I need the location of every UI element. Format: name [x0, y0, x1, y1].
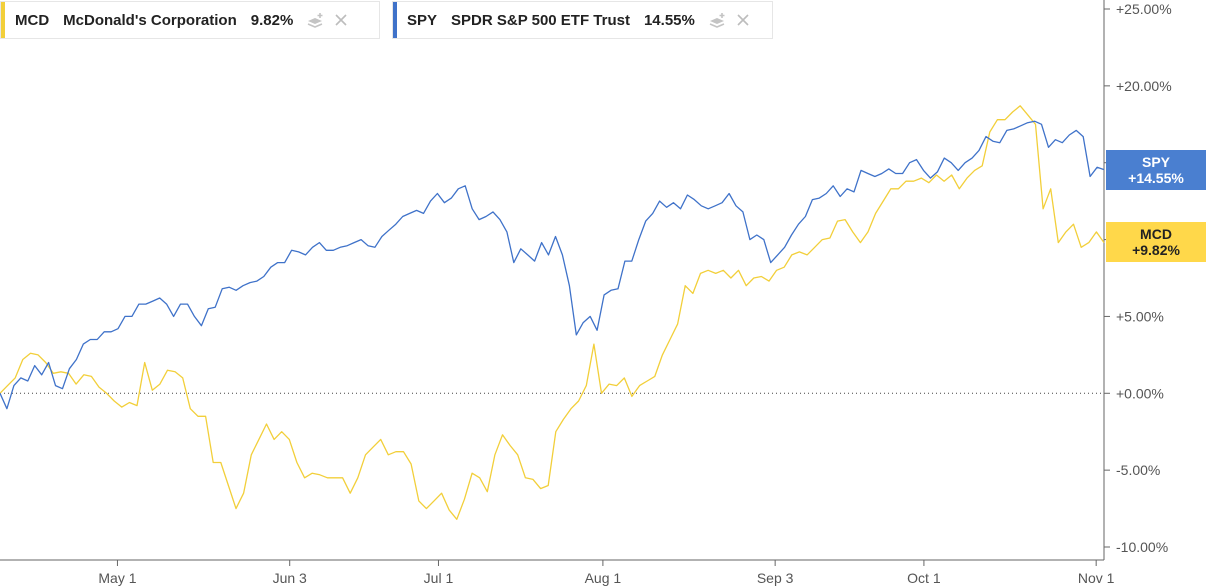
legend-chip-spy[interactable]: SPY SPDR S&P 500 ETF Trust 14.55% [392, 1, 773, 39]
mcd-color-stripe [1, 2, 5, 38]
spy-color-stripe [393, 2, 397, 38]
x-tick-label: Aug 1 [585, 570, 622, 586]
x-axis-ticks: May 1 Jun 3 Jul 1 Aug 1 Sep 3 Oct 1 Nov 1 [98, 560, 1115, 586]
y-tick-label: -5.00% [1116, 462, 1160, 478]
y-tick-label: -10.00% [1116, 539, 1168, 555]
spy-end-ticker: SPY [1141, 154, 1170, 170]
spy-name: SPDR S&P 500 ETF Trust [451, 11, 630, 29]
x-tick-label: Nov 1 [1078, 570, 1115, 586]
y-tick-label: +25.00% [1116, 1, 1172, 17]
y-tick-label: +20.00% [1116, 78, 1172, 94]
x-tick-label: Jul 1 [424, 570, 454, 586]
spy-ticker: SPY [407, 11, 438, 29]
mcd-end-label: MCD +9.82% [1106, 222, 1206, 262]
legend-chip-mcd[interactable]: MCD McDonald's Corporation 9.82% [0, 1, 380, 39]
spy-change: 14.55% [643, 11, 695, 29]
add-layer-icon[interactable] [307, 12, 325, 28]
mcd-ticker: MCD [15, 11, 50, 29]
mcd-end-ticker: MCD [1140, 226, 1172, 242]
x-tick-label: May 1 [98, 570, 136, 586]
mcd-name: McDonald's Corporation [63, 11, 237, 29]
series-line-mcd [0, 105, 1105, 520]
series-lines [0, 105, 1105, 520]
mcd-change: 9.82% [250, 11, 294, 29]
close-icon[interactable] [335, 14, 347, 26]
series-line-spy [0, 120, 1105, 410]
y-axis-ticks: +25.00%+20.00%+15.00%+10.00%+5.00%+0.00%… [1104, 1, 1172, 555]
close-icon[interactable] [737, 14, 749, 26]
y-tick-label: +0.00% [1116, 385, 1164, 401]
add-layer-icon[interactable] [709, 12, 727, 28]
y-tick-label: +5.00% [1116, 308, 1164, 324]
mcd-end-value: +9.82% [1132, 242, 1180, 258]
spy-end-label: SPY +14.55% [1106, 150, 1206, 190]
x-tick-label: Jun 3 [273, 570, 307, 586]
spy-end-value: +14.55% [1128, 170, 1184, 186]
x-tick-label: Oct 1 [907, 570, 941, 586]
x-tick-label: Sep 3 [757, 570, 794, 586]
